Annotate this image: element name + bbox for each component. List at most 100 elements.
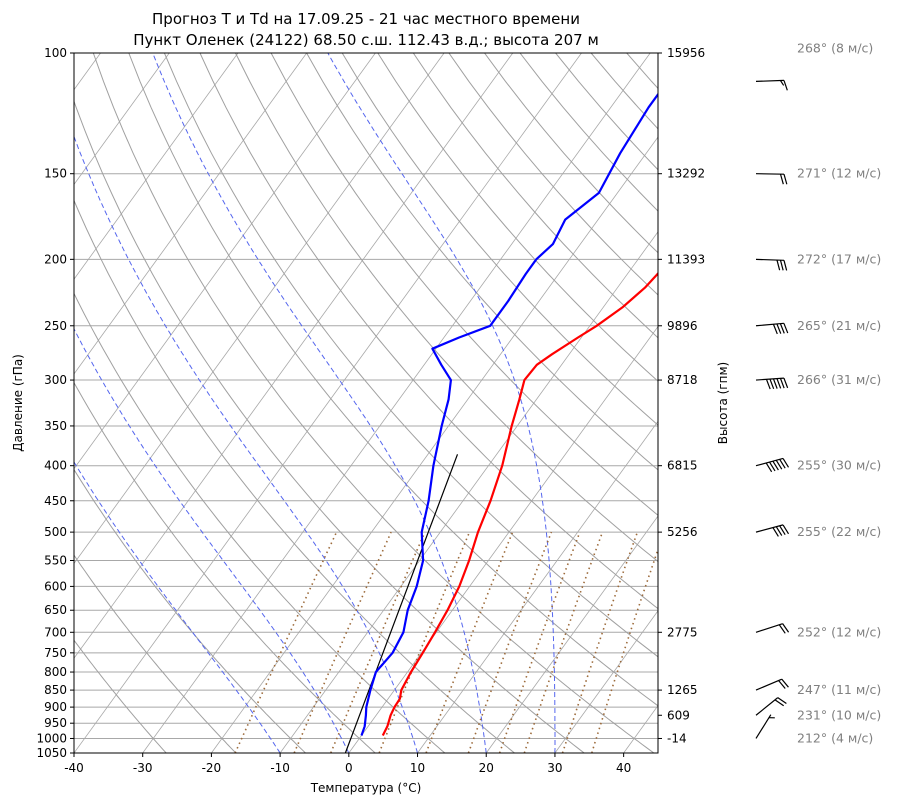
dry-adiabat [74, 199, 515, 753]
y-tick-label: 250 [44, 319, 67, 333]
isotherm-line [761, 53, 900, 753]
profiles [344, 92, 658, 753]
barb-staff [755, 258, 785, 261]
y-tick-label: 200 [44, 252, 67, 266]
dry-adiabat [484, 53, 658, 254]
mixing-ratio-line [330, 531, 426, 753]
mixing-ratio-line [591, 547, 658, 753]
barb-feather [782, 524, 790, 535]
dry-adiabat [74, 381, 376, 753]
x-tick-label: 0 [345, 761, 353, 775]
wind-barb [755, 524, 790, 537]
barb-staff [755, 322, 784, 327]
barb-staff [755, 623, 783, 633]
series-td-line [360, 92, 658, 736]
wind-barb [755, 79, 788, 91]
wind-label: 231° (10 м/с) [797, 707, 881, 722]
height-tick-label: -14 [667, 731, 687, 745]
barb-feather [778, 680, 786, 689]
y-tick-label: 750 [44, 646, 67, 660]
dry-adiabat [163, 53, 658, 658]
dry-adiabat [74, 554, 237, 753]
mixing-ratio-line [425, 531, 514, 753]
wind-barb [755, 697, 787, 716]
x-axis-label: Температура (°C) [310, 781, 422, 795]
dry-adiabat [74, 468, 306, 753]
isotherm-line [74, 53, 582, 753]
barb-feather [783, 377, 789, 389]
height-tick-label: 8718 [667, 373, 698, 387]
barb-feather [772, 527, 779, 537]
dry-adiabat [412, 53, 658, 339]
isotherm-line [74, 53, 445, 565]
barb-feather [779, 260, 784, 271]
isotherm-line [211, 136, 658, 753]
moist-adiabat [327, 53, 556, 753]
barb-feather [772, 460, 779, 471]
height-tick-label: 1265 [667, 683, 698, 697]
barb-feather [783, 80, 788, 91]
height-tick-label: 609 [667, 708, 690, 722]
wind-barb [755, 377, 789, 390]
height-tick-label: 13292 [667, 167, 705, 181]
height-tick-label: 9896 [667, 319, 698, 333]
x-tick-label: 30 [547, 761, 562, 775]
isotherm-line [554, 610, 658, 753]
y-tick-label: 600 [44, 579, 67, 593]
dry-adiabat [128, 53, 658, 707]
mixing-ratio-line [523, 531, 604, 753]
y-tick-label: 300 [44, 373, 67, 387]
parcel-line [344, 454, 459, 753]
mixing-ratio-line [561, 531, 639, 753]
y-tick-label: 700 [44, 625, 67, 639]
dry-adiabat [235, 53, 658, 563]
mixing-ratio-line [234, 531, 338, 753]
barb-feather [765, 462, 773, 473]
barb-feather [783, 174, 788, 185]
mixing-ratio-line [378, 531, 471, 753]
series-t-line [381, 271, 658, 736]
barb-feather [772, 378, 778, 389]
chart-subtitle: Пункт Оленек (24122) 68.50 с.ш. 112.43 в… [133, 31, 599, 49]
moist-adiabat [74, 327, 350, 753]
barb-feather [779, 323, 785, 334]
mixing-ratio-line [293, 531, 392, 753]
x-tick-label: 40 [616, 761, 631, 775]
chart-title: Прогноз T и Td на 17.09.25 - 21 час мест… [152, 10, 580, 28]
height-tick-label: 5256 [667, 525, 698, 539]
barb-feather [783, 260, 788, 271]
y-tick-label: 650 [44, 603, 67, 617]
height-tick-label: 6815 [667, 459, 698, 473]
dry-adiabat [448, 53, 658, 296]
dry-adiabat [74, 292, 446, 753]
wind-barb [755, 173, 788, 185]
moist-adiabat [74, 135, 418, 753]
barb-feather [777, 697, 787, 705]
x-tick-label: 10 [410, 761, 425, 775]
isotherm-line [74, 53, 170, 186]
isotherm-line [74, 53, 239, 280]
isotherm-line [142, 53, 651, 753]
x-tick-label: -10 [270, 761, 290, 775]
y2-axis-label: Высота (гпм) [716, 362, 730, 444]
barb-feather [765, 379, 771, 390]
y-tick-label: 1050 [36, 746, 67, 760]
wind-label: 255° (22 м/с) [797, 524, 881, 539]
y-tick-label: 400 [44, 459, 67, 473]
barb-feather [776, 259, 781, 271]
dry-adiabat [199, 53, 658, 610]
y-tick-label: 950 [44, 716, 67, 730]
isotherm-line [417, 420, 658, 753]
barb-staff [755, 697, 779, 716]
isotherm-line [485, 515, 658, 753]
x-tick-label: -20 [202, 761, 222, 775]
mixing-ratio-line [467, 531, 553, 753]
barb-feather [772, 324, 778, 335]
wind-label: 265° (21 м/с) [797, 318, 881, 333]
wind-label: 212° (4 м/с) [797, 730, 873, 745]
dry-adiabat [519, 53, 658, 212]
barb-feather [779, 173, 784, 185]
dry-adiabat [92, 53, 655, 753]
barb-feather [781, 678, 789, 688]
